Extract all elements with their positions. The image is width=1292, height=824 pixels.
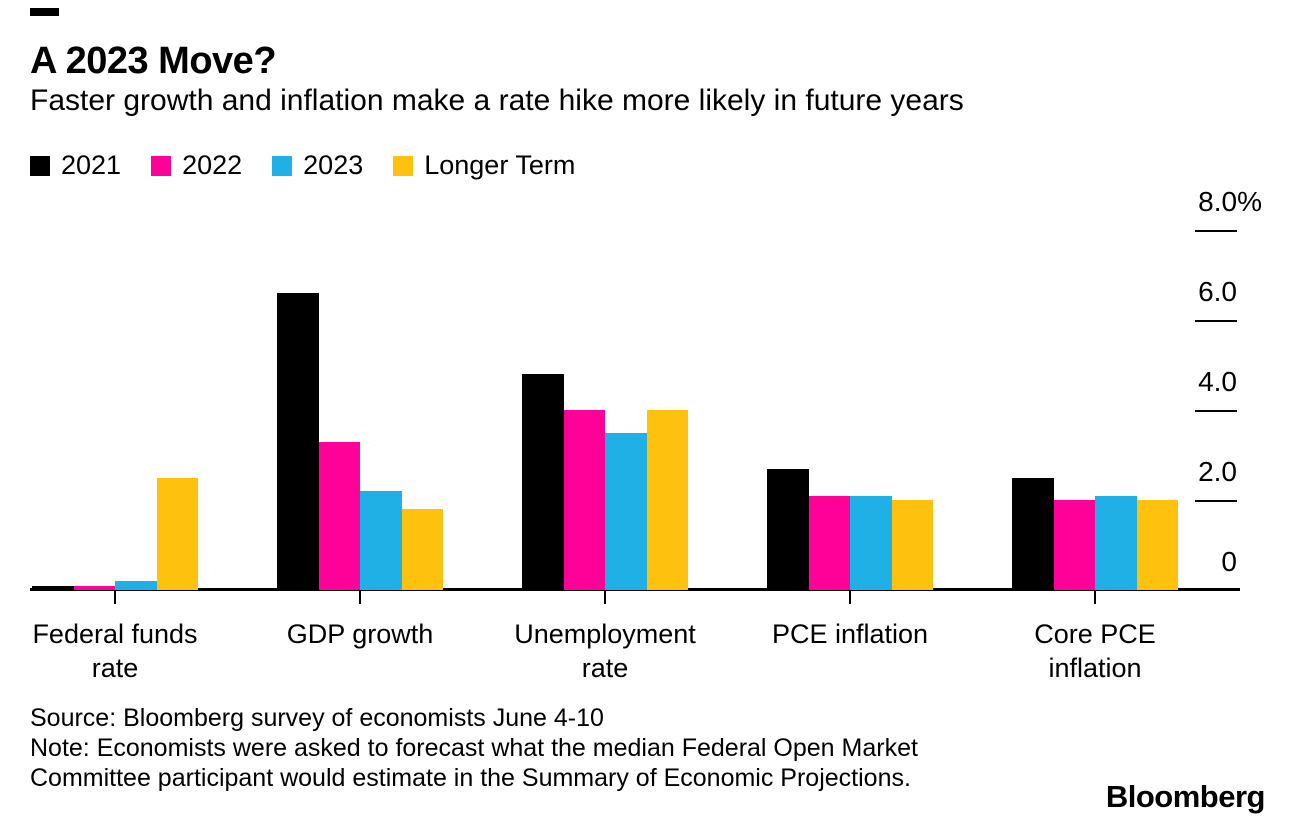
source-text: Source: Bloomberg survey of economists J…	[30, 704, 604, 732]
legend-label: 2023	[303, 150, 364, 180]
bar-2022-core-pce-inflation	[1053, 500, 1095, 590]
footer-text: Source: Bloomberg survey of economists J…	[30, 703, 918, 793]
bar-2023-pce-inflation	[850, 495, 892, 590]
bar-2021-federal-funds-rate	[32, 585, 74, 590]
bar-2021-unemployment-rate	[522, 374, 564, 590]
legend: 2021 2022 2023 Longer Term	[30, 150, 575, 181]
y-axis-tick	[1195, 320, 1237, 322]
category-label-gdp-growth: GDP growth	[286, 619, 434, 649]
y-axis-label-8.0pct: 8.0%	[1198, 186, 1262, 217]
note-text-line2: Committee participant would estimate in …	[30, 764, 911, 792]
category-label-core-pce-inflation: Core PCE inflation	[1034, 619, 1156, 683]
legend-item-2023: 2023	[272, 150, 363, 181]
bar-2021-gdp-growth	[277, 293, 319, 590]
y-axis-label-2.0: 2.0	[1198, 456, 1237, 487]
bar-2023-federal-funds-rate	[115, 581, 157, 590]
bloomberg-logo: Bloomberg	[1105, 779, 1266, 814]
legend-label: 2022	[182, 150, 243, 180]
y-axis-tick	[1195, 230, 1237, 232]
bar-longer-term-gdp-growth	[401, 509, 443, 590]
category-tick	[359, 591, 361, 604]
bar-2022-unemployment-rate	[563, 410, 605, 590]
bar-longer-term-pce-inflation	[891, 500, 933, 590]
legend-label: 2021	[61, 150, 122, 180]
legend-swatch-icon	[30, 155, 50, 176]
category-label-federal-funds-rate: Federal funds rate	[32, 619, 198, 683]
y-axis-label-0: 0	[1221, 546, 1237, 577]
note-text-line1: Note: Economists were asked to forecast …	[30, 734, 918, 762]
category-tick	[849, 591, 851, 604]
bar-2021-pce-inflation	[767, 468, 809, 590]
legend-label: Longer Term	[424, 150, 576, 180]
bar-longer-term-unemployment-rate	[646, 410, 688, 590]
bar-2021-core-pce-inflation	[1012, 477, 1054, 590]
category-tick	[604, 591, 606, 604]
y-axis-label-4.0: 4.0	[1198, 366, 1237, 397]
bar-longer-term-federal-funds-rate	[156, 477, 198, 590]
bar-2023-core-pce-inflation	[1095, 495, 1137, 590]
legend-item-2021: 2021	[30, 150, 121, 181]
y-axis-tick	[1195, 500, 1237, 502]
category-tick	[114, 591, 116, 604]
category-tick	[1094, 591, 1096, 604]
bar-2022-gdp-growth	[318, 441, 360, 590]
legend-swatch-icon	[272, 155, 293, 176]
legend-item-2022: 2022	[151, 150, 242, 181]
bar-2023-gdp-growth	[360, 491, 402, 590]
legend-swatch-icon	[393, 155, 414, 176]
top-left-dash	[30, 8, 59, 16]
category-label-pce-inflation: PCE inflation	[771, 619, 929, 649]
chart-title: A 2023 Move?	[30, 40, 277, 82]
legend-item-longer-term: Longer Term	[393, 150, 575, 181]
bar-longer-term-core-pce-inflation	[1136, 500, 1178, 590]
chart-subtitle: Faster growth and inflation make a rate …	[30, 84, 964, 117]
bar-2022-pce-inflation	[808, 495, 850, 590]
bar-2023-unemployment-rate	[605, 432, 647, 590]
bar-2022-federal-funds-rate	[73, 585, 115, 590]
y-axis-label-6.0: 6.0	[1198, 276, 1237, 307]
legend-swatch-icon	[151, 155, 172, 176]
y-axis-tick	[1195, 410, 1237, 412]
category-label-unemployment-rate: Unemployment rate	[514, 619, 696, 683]
